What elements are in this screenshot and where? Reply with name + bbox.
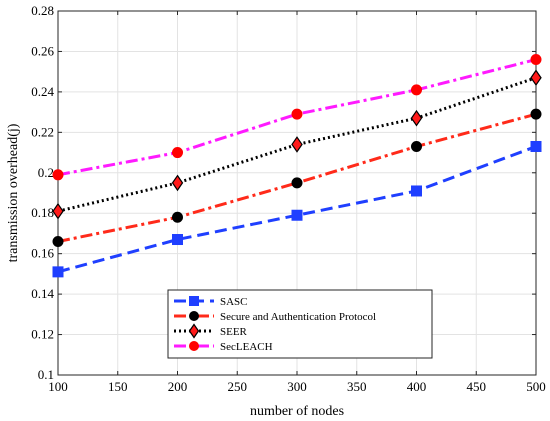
- y-tick-label: 0.24: [31, 84, 54, 99]
- legend-label: Secure and Authentication Protocol: [220, 311, 376, 323]
- marker-diamond: [52, 202, 64, 220]
- marker-circle: [411, 140, 422, 152]
- marker-square: [411, 185, 422, 197]
- marker-diamond: [410, 109, 423, 127]
- marker-circle: [52, 236, 64, 248]
- y-tick-label: 0.14: [31, 286, 54, 301]
- y-tick-label: 0.28: [31, 3, 54, 18]
- y-tick-label: 0.1: [38, 367, 54, 382]
- x-tick-label: 400: [407, 379, 427, 394]
- legend-entry: SEER: [174, 323, 248, 339]
- y-tick-label: 0.26: [31, 43, 54, 58]
- y-axis-title: transmission overhead(j): [6, 123, 21, 262]
- x-tick-label: 200: [168, 379, 188, 394]
- marker-circle: [291, 177, 303, 189]
- x-tick-label: 100: [48, 379, 68, 394]
- marker-square: [530, 140, 542, 152]
- marker-circle: [172, 147, 183, 159]
- series-1: [52, 108, 542, 248]
- x-tick-label: 150: [108, 379, 128, 394]
- x-axis-title: number of nodes: [250, 404, 344, 419]
- series-0: [52, 140, 542, 278]
- legend-entry: Secure and Authentication Protocol: [174, 311, 376, 323]
- legend: SASC Secure and Authentication Protocol SE…: [167, 289, 433, 359]
- marker-square: [291, 209, 303, 221]
- x-tick-label: 450: [467, 379, 487, 394]
- marker-square: [189, 296, 199, 306]
- series-2: [52, 69, 542, 220]
- legend-label: SEER: [220, 326, 248, 338]
- legend-label: SASC: [220, 296, 248, 308]
- x-tick-label: 300: [287, 379, 307, 394]
- series: [52, 54, 542, 278]
- marker-square: [172, 234, 183, 246]
- marker-circle: [52, 169, 64, 181]
- marker-circle: [411, 84, 422, 96]
- x-tick-label: 250: [228, 379, 248, 394]
- axis-ticks: 100 150 200 250 300 350 400 450 500 0.1 0.12 0.14 0.…: [31, 3, 546, 394]
- legend-entry: SecLEACH: [174, 341, 273, 353]
- marker-circle: [530, 108, 542, 120]
- y-tick-label: 0.18: [31, 205, 54, 220]
- x-tick-label: 350: [347, 379, 367, 394]
- legend-label: SecLEACH: [220, 341, 273, 353]
- marker-circle: [189, 311, 199, 321]
- marker-diamond: [171, 174, 184, 192]
- legend-entry: SASC: [174, 296, 248, 308]
- marker-diamond: [530, 69, 542, 87]
- marker-circle: [189, 341, 199, 351]
- marker-square: [52, 266, 64, 278]
- x-tick-label: 500: [526, 379, 546, 394]
- legend-box: [167, 289, 433, 359]
- y-tick-label: 0.2: [38, 165, 54, 180]
- y-tick-label: 0.22: [31, 124, 54, 139]
- marker-diamond: [188, 323, 200, 339]
- marker-circle: [291, 108, 303, 120]
- marker-circle: [172, 211, 183, 223]
- y-tick-label: 0.16: [31, 246, 54, 261]
- series-3: [52, 54, 542, 181]
- y-tick-label: 0.12: [31, 327, 54, 342]
- marker-circle: [530, 54, 542, 66]
- marker-diamond: [291, 136, 303, 153]
- series-line: [57, 76, 537, 213]
